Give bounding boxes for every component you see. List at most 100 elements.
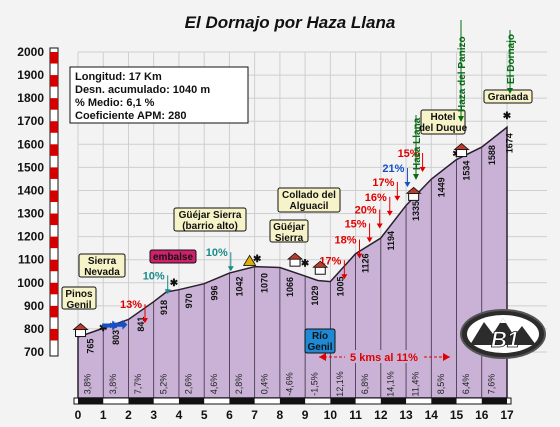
x-axis-band — [380, 398, 407, 404]
y-axis-band — [50, 259, 58, 272]
y-tick-label: 1900 — [17, 68, 44, 82]
grade-label: -1,5% — [310, 372, 320, 396]
svg-text:B1: B1 — [491, 327, 519, 352]
direction-arrow-icon — [112, 319, 128, 330]
x-axis-band — [279, 398, 306, 404]
x-tick-label: 3 — [150, 408, 157, 422]
place-embalse: embalse — [149, 249, 197, 264]
x-tick-label: 0 — [75, 408, 82, 422]
grade-label: 2,6% — [184, 374, 194, 395]
place-label: Río — [312, 331, 328, 342]
altitude-label: 1335 — [411, 201, 421, 221]
y-tick-label: 2000 — [17, 45, 44, 59]
y-axis-band — [50, 213, 58, 226]
grade-label: 4,6% — [209, 374, 219, 395]
x-tick-label: 17 — [500, 408, 514, 422]
slope-arrow — [404, 182, 411, 187]
place-box — [277, 187, 341, 213]
y-tick-label: 1000 — [17, 276, 44, 290]
altitude-label: 1066 — [285, 277, 295, 297]
altitude-label: 1194 — [386, 231, 396, 251]
y-tick-label: 1400 — [17, 183, 44, 197]
y-tick-label: 1700 — [17, 114, 44, 128]
place-label: Genil — [307, 342, 332, 353]
place-box — [173, 207, 247, 232]
y-axis-band — [50, 98, 58, 110]
place-label: Collado del — [282, 190, 336, 201]
y-axis-band — [50, 75, 58, 87]
vlabel-el-dornajo: El Dornajo — [506, 30, 517, 94]
vlabel-text: El Dornajo — [506, 34, 517, 84]
x-axis: 0 1 2 3 4 5 6 7 8 9 10 11 12 13 14 15 16 17 — [73, 397, 514, 422]
vlabel-text: Haza Llana — [412, 117, 423, 170]
altitude-label: 841 — [136, 317, 146, 332]
y-axis: 700 800 900 1000 1100 1200 1300 1400 1500 1600 170… — [17, 45, 59, 359]
waypoint-star-icon: ✱ — [253, 254, 262, 265]
house-roof — [72, 323, 89, 330]
x-tick-label: 9 — [302, 408, 309, 422]
x-tick-label: 16 — [475, 408, 489, 422]
house-body — [314, 266, 326, 275]
place-box — [420, 109, 466, 135]
x-tick-label: 13 — [399, 408, 413, 422]
x-axis-band — [330, 398, 356, 404]
x-axis-band — [128, 398, 154, 404]
slope-label: 17% — [372, 177, 394, 189]
slope-label: 15% — [398, 148, 420, 160]
x-tick-label: 2 — [125, 408, 132, 422]
altitude-labels: 765 803 841 918 970 996 1042 1070 1066 1029 1005 11… — [86, 133, 515, 353]
slope-marks: 13%10%10%17%18%15%20%16%17%21%15% — [120, 148, 426, 324]
x-tick-label: 14 — [425, 408, 439, 422]
slope-label: 18% — [334, 235, 356, 247]
grade-label: 3,8% — [83, 374, 93, 395]
house-body — [408, 192, 420, 201]
x-axis-band — [78, 398, 104, 404]
place-label: Nevada — [84, 267, 120, 278]
altitude-label: 918 — [159, 300, 169, 315]
house-icon — [286, 252, 304, 267]
slope-label: 10% — [206, 247, 228, 259]
slope-label: 15% — [345, 218, 367, 230]
y-axis-band — [50, 144, 58, 156]
slope-label: 13% — [120, 299, 142, 311]
place-label: Güéjar — [273, 222, 305, 233]
altitude-label: 803 — [111, 330, 121, 345]
place-box — [78, 253, 126, 278]
slope-arrow — [366, 237, 373, 243]
place-label: Hotel — [431, 112, 456, 123]
place-granada: Granada — [483, 89, 533, 104]
grade-label: 14,1% — [385, 371, 395, 397]
altitude-label: 1029 — [310, 286, 320, 306]
altitude-label: 1674 — [505, 133, 515, 153]
slope-arrow — [386, 210, 393, 216]
grade-label: 12,1% — [335, 371, 345, 397]
y-tick-label: 700 — [24, 345, 44, 359]
slope-label: 17% — [319, 255, 341, 267]
x-tick-label: 8 — [277, 408, 284, 422]
vertical-place-labels: Haza Llana Haza del Panizo El Dornajo — [412, 20, 517, 180]
place-label: del Duque — [419, 123, 468, 134]
vlabel-haza-llana: Haza Llana — [412, 115, 423, 180]
y-tick-label: 1800 — [17, 91, 44, 105]
grade-label: 8,5% — [436, 374, 446, 395]
x-tick-label: 10 — [324, 408, 338, 422]
slope-arrow — [164, 289, 171, 295]
x-tick-label: 6 — [226, 408, 233, 422]
grade-label: 11,4% — [411, 372, 421, 397]
grade-label: 3,8% — [108, 374, 118, 395]
grade-label: 2,8% — [234, 374, 244, 395]
grade-label: 5,2% — [158, 374, 168, 395]
altitude-label: 1070 — [260, 273, 270, 293]
vlabel-arrow — [507, 88, 513, 94]
x-tick-label: 4 — [176, 408, 183, 422]
y-tick-label: 1500 — [17, 160, 44, 174]
slope-label: 16% — [365, 192, 387, 204]
y-tick-label: 1200 — [17, 230, 44, 244]
y-axis-band — [50, 282, 58, 295]
x-tick-label: 1 — [100, 408, 107, 422]
house-icon — [453, 143, 470, 158]
